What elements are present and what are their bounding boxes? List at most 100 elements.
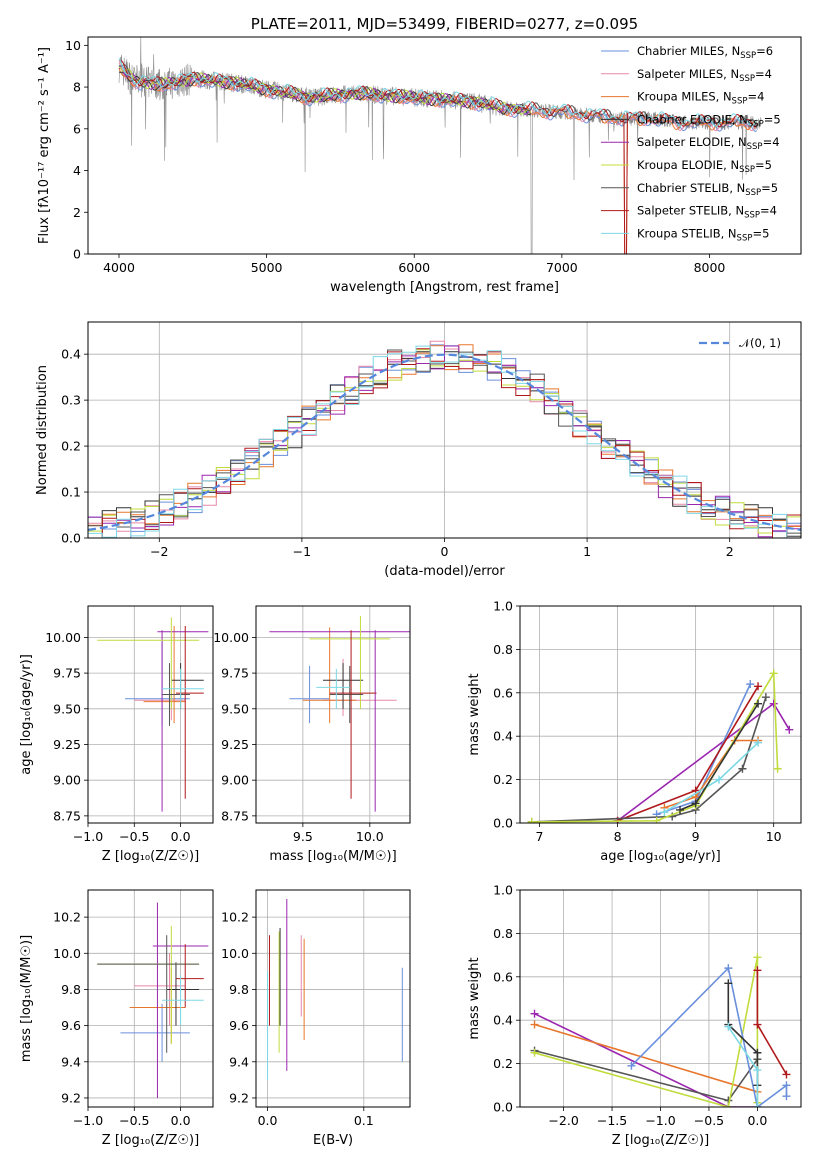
- legend-label: 𝒩(0, 1): [739, 336, 781, 350]
- x-tick-label: 0.0: [747, 1113, 767, 1128]
- axes-frame: [87, 321, 802, 539]
- errorbar-chabrier-stelib: [329, 665, 364, 724]
- y-tick-label: 9.25: [53, 737, 81, 752]
- x-tick-label: −0.5: [694, 1113, 724, 1128]
- point-marker: [782, 1070, 791, 1079]
- y-tick-label: 0.3: [61, 393, 81, 408]
- panel-weight-vs-Z: −2.0 −1.5 −1.0 −0.5 0.0 0.0 0.2 0.4 0.6 0.8 1.0 Z […: [467, 883, 802, 1148]
- x-tick-label: 0: [441, 544, 449, 559]
- axes-frame: [87, 605, 214, 824]
- y-tick-label: 10.2: [53, 910, 81, 925]
- x-tick-label: 0.0: [171, 829, 191, 844]
- legend-label: Chabrier STELIB, NSSP=5: [637, 181, 778, 198]
- y-tick-label: 10.2: [221, 910, 249, 925]
- x-tick-label: 8: [614, 829, 622, 844]
- series-chabrier-miles: [627, 964, 791, 1107]
- x-tick-label: −1.0: [73, 829, 103, 844]
- point-marker: [746, 680, 755, 689]
- point-marker: [527, 817, 536, 823]
- x-tick-label: −1: [293, 544, 311, 559]
- y-axis-label: mass [log₁₀(M/M☉)]: [19, 935, 34, 1062]
- y-tick-label: 0.0: [493, 816, 513, 831]
- y-tick-label: 9.75: [221, 666, 249, 681]
- plot-area: [267, 899, 403, 1080]
- errorbar-chabrier-miles: [120, 1003, 190, 1062]
- panel-age-vs-Z: −1.0 −0.5 0.0 8.75 9.00 9.25 9.50 9.75 10.00 Z [l…: [19, 605, 214, 864]
- panel-age-vs-mass: 9.5 10.0 8.75 9.00 9.25 9.50 9.75 10.00 mass [lo…: [213, 605, 411, 864]
- x-axis-label: Z [log₁₀(Z/Z☉)]: [102, 849, 199, 864]
- point-marker: [761, 693, 770, 702]
- point-marker: [724, 979, 733, 988]
- point-marker: [782, 1092, 791, 1101]
- plot-area: [118, 37, 762, 254]
- y-tick-label: 0.8: [493, 642, 513, 657]
- y-tick-label: 8.75: [221, 808, 249, 823]
- panel-spectrum: 4000 5000 6000 7000 8000 0 2 4 6 8 10 wavelength [A…: [37, 15, 802, 295]
- x-tick-label: 0.1: [354, 1113, 374, 1128]
- point-marker: [627, 1061, 636, 1070]
- y-tick-label: 0.0: [61, 531, 81, 546]
- y-axis-label: Flux [fλ10⁻¹⁷ erg cm⁻² s⁻¹ A⁻¹]: [37, 47, 52, 244]
- x-tick-label: 0.0: [258, 1113, 278, 1128]
- y-tick-label: 8: [73, 80, 81, 95]
- point-marker: [753, 1020, 762, 1029]
- point-marker: [769, 669, 778, 678]
- axes-frame: [519, 605, 802, 824]
- point-marker: [676, 805, 685, 814]
- y-tick-label: 9.00: [221, 773, 249, 788]
- y-tick-label: 9.50: [221, 701, 249, 716]
- y-tick-label: 0: [73, 247, 81, 262]
- y-tick-label: 1.0: [493, 883, 513, 898]
- point-marker: [724, 1103, 733, 1107]
- y-tick-label: 8.75: [53, 808, 81, 823]
- errorbar-chabrier-stelib: [97, 935, 200, 1053]
- y-tick-label: 0.1: [61, 485, 81, 500]
- axes-frame: [87, 36, 802, 255]
- series-chabrier-stelib: [530, 1046, 762, 1105]
- plot-area: [269, 615, 410, 812]
- errorbar-kroupa-stelib: [316, 668, 350, 709]
- x-tick-label: 9: [692, 829, 700, 844]
- y-tick-label: 9.25: [221, 737, 249, 752]
- series-salpeter-elodie: [613, 699, 794, 823]
- x-tick-label: 4000: [103, 260, 135, 275]
- point-marker: [724, 964, 733, 973]
- point-marker: [754, 682, 763, 691]
- series-chabrier-stelib: [527, 693, 770, 823]
- plot-area: [97, 617, 209, 812]
- y-axis-label: age [log₁₀(age/yr)]: [19, 654, 34, 775]
- y-tick-label: 10.0: [221, 946, 249, 961]
- errorbar-kroupa-stelib: [162, 974, 204, 1026]
- model-spectrum-kroupa-stelib: [118, 57, 758, 127]
- y-tick-label: 9.6: [61, 1018, 81, 1033]
- legend-label: Kroupa STELIB, NSSP=5: [637, 226, 769, 243]
- errorbar-kroupa-elodie: [97, 926, 200, 1044]
- y-tick-label: 10: [65, 38, 81, 53]
- legend-label: Salpeter ELODIE, NSSP=4: [637, 135, 780, 152]
- panel-weight-vs-age: 7 8 9 10 0.0 0.2 0.4 0.6 0.8 1.0 age [log₁₀(age/yr…: [467, 599, 802, 864]
- legend: 𝒩(0, 1): [699, 336, 781, 350]
- x-tick-label: 10.0: [356, 829, 384, 844]
- errorbar-kroupa-elodie: [97, 617, 200, 709]
- y-tick-label: 0.2: [493, 1056, 513, 1071]
- legend-label: Kroupa MILES, NSSP=4: [637, 90, 764, 107]
- y-tick-label: 9.6: [229, 1018, 249, 1033]
- x-tick-label: 6000: [398, 260, 430, 275]
- x-tick-label: 7: [536, 829, 544, 844]
- y-tick-label: 10.00: [45, 630, 81, 645]
- errorbar-chabrier-elodie: [322, 663, 364, 709]
- y-tick-label: 9.50: [53, 701, 81, 716]
- y-tick-label: 1.0: [493, 599, 513, 614]
- chart-title: PLATE=2011, MJD=53499, FIBERID=0277, z=0…: [251, 15, 638, 33]
- series-kroupa-stelib: [660, 738, 763, 817]
- y-tick-label: 9.75: [53, 666, 81, 681]
- y-tick-label: 9.8: [229, 982, 249, 997]
- y-tick-label: 0.8: [493, 926, 513, 941]
- x-tick-label: 2: [726, 544, 734, 559]
- errorbar-salpeter-elodie: [269, 630, 410, 812]
- axes-frame: [255, 605, 411, 824]
- point-marker: [773, 764, 782, 773]
- histogram-kroupa-stelib: [88, 345, 801, 538]
- x-tick-label: 10: [766, 829, 782, 844]
- y-tick-label: 2: [73, 205, 81, 220]
